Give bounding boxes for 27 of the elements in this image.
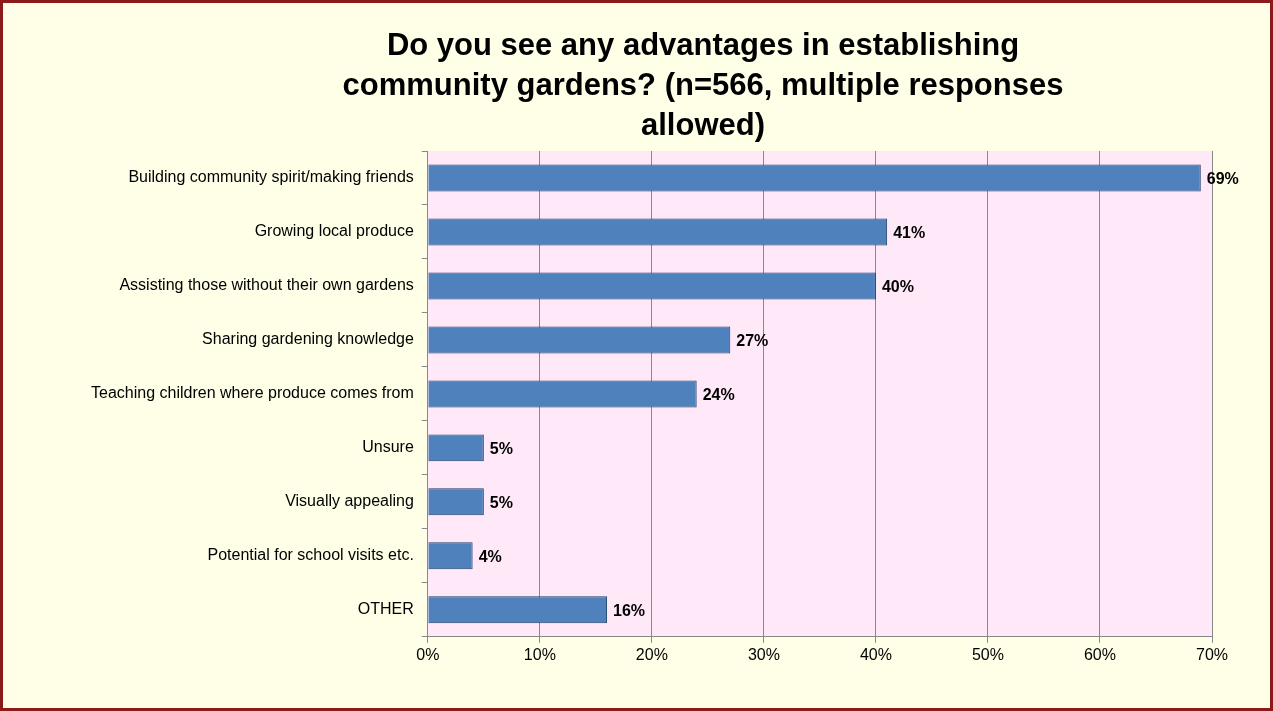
x-tick-label: 30% <box>747 645 780 663</box>
x-tick-label: 70% <box>1195 645 1229 663</box>
x-tick-label: 60% <box>1083 645 1116 663</box>
x-tick-label: 0% <box>416 645 440 663</box>
y-tick-label: Sharing gardening knowledge <box>202 330 414 348</box>
y-tick-label: Growing local produce <box>254 222 414 240</box>
data-label: 5% <box>489 494 513 512</box>
y-tick-label: Teaching children where produce comes from <box>91 384 414 402</box>
x-tick-label: 20% <box>635 645 668 663</box>
y-tick-label: Potential for school visits etc. <box>207 546 414 564</box>
x-tick-label: 40% <box>859 645 892 663</box>
chart-title: Do you see any advantages in establishing community gardens? (n=566, multiple responses allowed) <box>341 26 1065 144</box>
x-tick-label: 50% <box>971 645 1004 663</box>
y-tick-label: Assisting those without their own gardens <box>119 276 414 294</box>
y-tick-label: Building community spirit/making friends <box>128 168 414 186</box>
data-label: 41% <box>893 224 926 242</box>
data-label: 16% <box>613 602 646 620</box>
y-tick-label: OTHER <box>357 600 414 618</box>
y-tick-label: Visually appealing <box>285 492 414 510</box>
x-tick-label: 10% <box>523 645 556 663</box>
data-label: 5% <box>489 440 513 458</box>
data-label: 24% <box>702 386 735 404</box>
data-label: 69% <box>1206 170 1239 188</box>
data-label: 4% <box>478 548 502 566</box>
data-label: 27% <box>736 332 769 350</box>
data-label: 40% <box>881 278 914 296</box>
y-tick-label: Unsure <box>362 438 414 456</box>
